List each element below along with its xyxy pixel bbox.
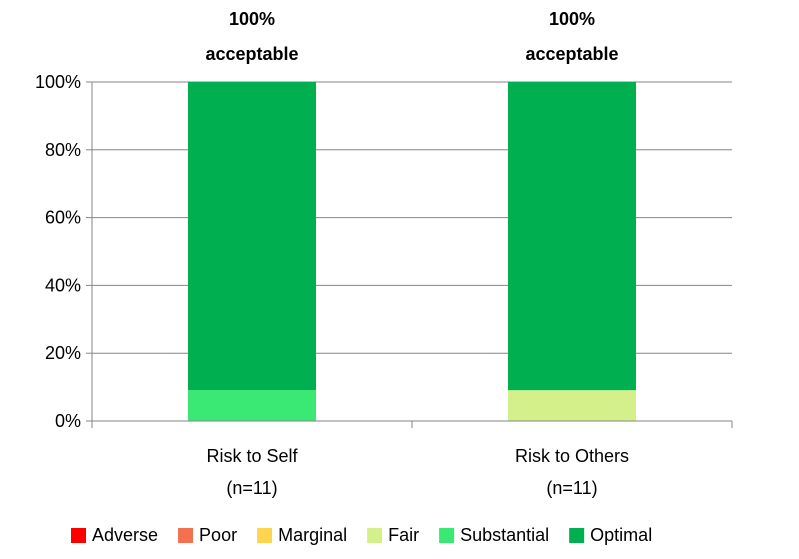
y-tick-label: 0%: [55, 411, 81, 431]
bar-annotation-text: acceptable: [205, 44, 298, 64]
legend-item-marginal: Marginal: [257, 525, 347, 545]
bar-segment-substantial: [188, 390, 316, 421]
bar-segment-optimal: [188, 82, 316, 391]
category-label: Risk to Others: [515, 446, 629, 466]
legend-swatch: [178, 528, 194, 543]
legend-label: Substantial: [460, 525, 549, 545]
legend-item-optimal: Optimal: [569, 525, 652, 545]
legend-label: Fair: [388, 525, 419, 545]
legend-swatch: [569, 528, 585, 543]
legend-label: Poor: [199, 525, 237, 545]
legend-label: Optimal: [590, 525, 652, 545]
category-sample-size: (n=11): [546, 478, 597, 498]
y-tick-label: 100%: [35, 72, 81, 92]
category-sample-size: (n=11): [226, 478, 277, 498]
legend-item-poor: Poor: [178, 525, 237, 545]
legend-item-fair: Fair: [367, 525, 419, 545]
y-tick-label: 40%: [45, 275, 81, 295]
legend-label: Adverse: [92, 525, 158, 545]
x-axis-category-labels: Risk to Self (n=11) Risk to Others (n=11): [206, 446, 629, 498]
legend-swatch: [71, 528, 86, 543]
legend-label: Marginal: [278, 525, 347, 545]
y-axis-tick-labels: 0% 20% 40% 60% 80% 100%: [35, 72, 81, 431]
legend-item-adverse: Adverse: [71, 525, 158, 545]
bar-annotation-percent: 100%: [549, 9, 595, 29]
y-tick-label: 60%: [45, 208, 81, 228]
bar-annotation-percent: 100%: [229, 9, 275, 29]
legend: Adverse Poor Marginal Fair Substantial Optima…: [71, 525, 652, 545]
y-tick-label: 80%: [45, 140, 81, 160]
bar-annotation-text: acceptable: [525, 44, 618, 64]
bar-segment-optimal: [508, 82, 636, 391]
legend-swatch: [257, 528, 273, 543]
bar-annotations: 100% acceptable 100% acceptable: [205, 9, 618, 64]
legend-swatch: [439, 528, 455, 543]
axes: [86, 81, 733, 428]
y-tick-label: 20%: [45, 343, 81, 363]
bar-segment-fair: [508, 390, 636, 421]
bars: [188, 82, 636, 421]
legend-swatch: [367, 528, 383, 543]
legend-item-substantial: Substantial: [439, 525, 549, 545]
category-label: Risk to Self: [206, 446, 298, 466]
